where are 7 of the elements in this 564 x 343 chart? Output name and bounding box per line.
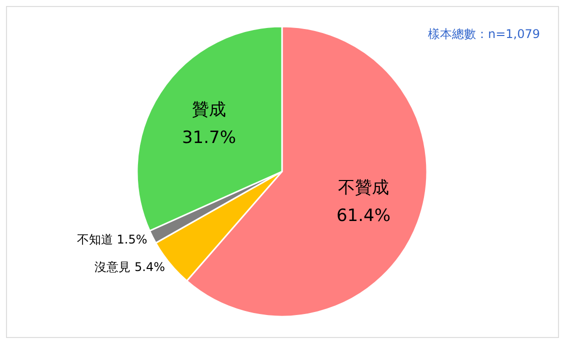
slice-label: 沒意見 5.4% <box>94 260 166 274</box>
data-label: 61.4% <box>336 206 390 226</box>
slice-label: 不贊成 <box>338 178 389 198</box>
slice-label: 贊成 <box>192 100 226 120</box>
data-label: 31.7% <box>182 128 236 148</box>
text: 樣本總數：n=1,079 <box>428 27 540 41</box>
slice-label: 不知道 1.5% <box>76 232 148 247</box>
